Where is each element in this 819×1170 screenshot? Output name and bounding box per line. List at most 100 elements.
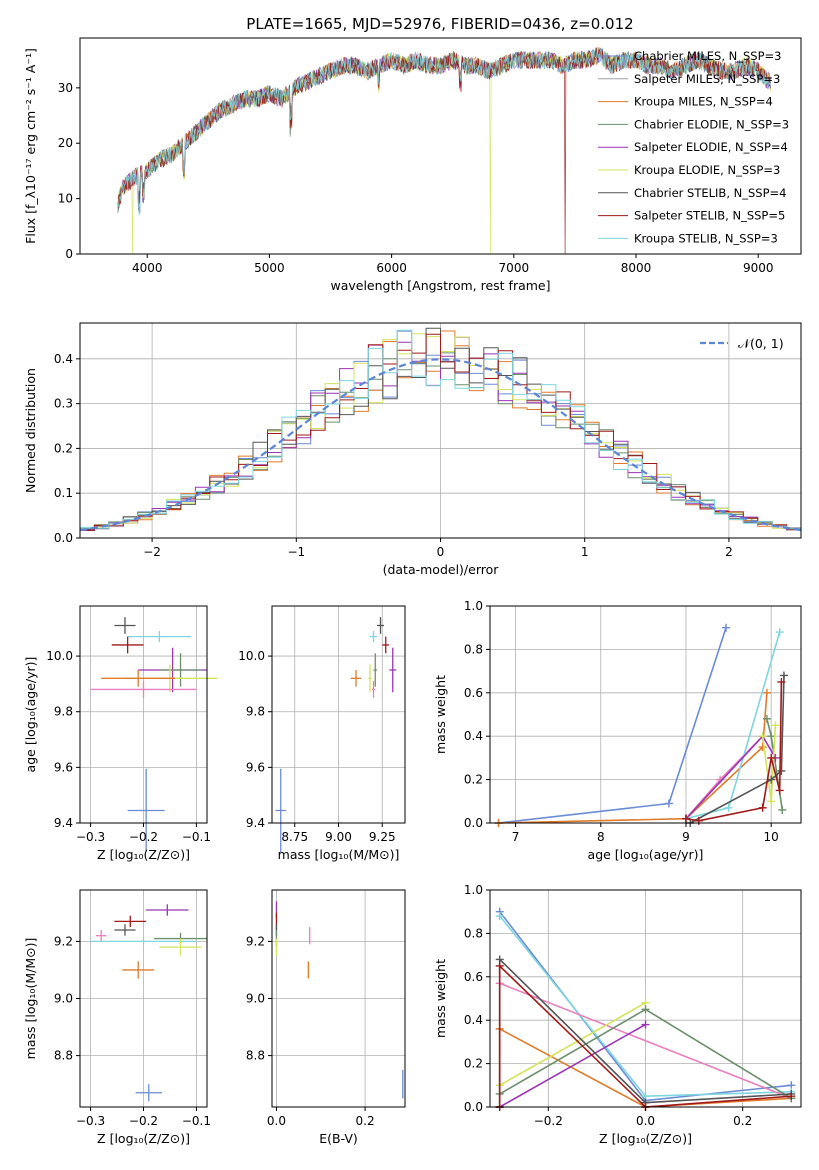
y-tick-label: 10.0: [46, 649, 73, 663]
panel-age-vs-mass: 8.75 9.00 9.25 9.4 9.6 9.8 10.0 mass [log₁₀(M/M…: [238, 605, 406, 862]
x-axis-label: (data-model)/error: [383, 562, 500, 577]
y-tick-label: 0.3: [54, 397, 73, 411]
x-tick-label: 9: [682, 830, 690, 844]
y-tick-label: 0.8: [464, 642, 483, 656]
x-tick-label: −0.1: [182, 830, 211, 844]
y-tick-label: 9.6: [246, 760, 265, 774]
y-tick-label: 20: [58, 136, 73, 150]
mass-weight-line: [498, 964, 792, 1108]
x-tick-label: 8000: [621, 261, 652, 275]
y-tick-label: 0: [65, 247, 73, 261]
mass-weight-point: [771, 721, 780, 730]
mass-weight-point: [758, 732, 767, 741]
legend-label: Chabrier MILES, N_SSP=3: [634, 49, 781, 63]
mass-weight-point: [758, 743, 767, 752]
mass-weight-line: [498, 692, 768, 824]
y-tick-label: 0.2: [54, 441, 73, 455]
y-axis-label: Normed distribution: [23, 368, 38, 493]
y-tick-label: 9.6: [54, 760, 73, 774]
gaussian-curve: [79, 358, 802, 532]
y-tick-label: 8.8: [246, 1049, 265, 1063]
panel-mass-vs-Z: −0.3 −0.2 −0.1 8.8 9.0 9.2 Z [log₁₀(Z/Z⊙)] mass…: [23, 889, 211, 1146]
y-tick-label: 9.4: [54, 816, 73, 830]
mass-weight-point: [722, 623, 731, 632]
y-tick-label: 9.0: [246, 992, 265, 1006]
mass-weight-point: [495, 961, 504, 970]
x-tick-label: 5000: [254, 261, 285, 275]
y-tick-label: 8.8: [54, 1049, 73, 1063]
x-tick-label: −0.2: [129, 830, 158, 844]
mass-weight-point: [775, 628, 784, 637]
x-tick-label: 9.25: [369, 830, 396, 844]
x-tick-label: 6000: [376, 261, 407, 275]
mass-weight-point: [641, 1005, 650, 1014]
mass-weight-point: [694, 816, 703, 825]
mass-weight-point: [762, 714, 771, 723]
y-tick-label: 9.2: [246, 934, 265, 948]
x-tick-label: −2: [143, 545, 161, 559]
mass-weight-point: [767, 753, 776, 762]
x-tick-label: 7000: [499, 261, 530, 275]
y-tick-label: 0.4: [464, 729, 483, 743]
x-tick-label: 9000: [743, 261, 774, 275]
y-tick-label: 0.6: [464, 686, 483, 700]
legend: Chabrier MILES, N_SSP=3 Salpeter MILES, N…: [598, 49, 789, 245]
x-tick-label: −0.2: [534, 1114, 563, 1128]
x-axis-label: wavelength [Angstrom, rest frame]: [330, 278, 550, 293]
y-axis-label: mass [log₁₀(M/M⊙)]: [23, 938, 38, 1060]
axes-frame: [79, 37, 802, 255]
x-axis-label: Z [log₁₀(Z/Z⊙)]: [97, 1131, 190, 1146]
mass-weight-point: [664, 799, 673, 808]
y-axis-label: mass weight: [433, 675, 448, 754]
y-axis-label: mass weight: [433, 959, 448, 1038]
y-tick-label: 1.0: [464, 883, 483, 897]
x-tick-label: 9.00: [325, 830, 352, 844]
x-tick-label: 2: [725, 545, 733, 559]
x-tick-label: 10: [764, 830, 779, 844]
legend-label: Chabrier ELODIE, N_SSP=3: [634, 117, 789, 131]
histogram-series: [80, 336, 801, 531]
x-tick-label: −0.3: [76, 830, 105, 844]
mass-weight-point: [758, 803, 767, 812]
legend-label: 𝒩(0, 1): [738, 336, 784, 351]
mass-weight-point: [767, 775, 776, 784]
mass-weight-line: [499, 1002, 646, 1086]
mass-weight-point: [779, 671, 788, 680]
figure-title: PLATE=1665, MJD=52976, FIBERID=0436, z=0…: [246, 15, 633, 33]
panel-massweight-vs-Z: −0.2 0.0 0.2 0.0 0.2 0.4 0.6 0.8 1.0 Z [log₁₀(Z/Z…: [433, 883, 802, 1146]
histogram-series: [80, 333, 801, 531]
spectrum-series-line: [117, 46, 771, 216]
x-axis-label: mass [log₁₀(M/M⊙)]: [278, 847, 400, 862]
panel-age-vs-Z: −0.3 −0.2 −0.1 9.4 9.6 9.8 10.0 Z [log₁₀(Z/Z⊙)]…: [23, 605, 218, 862]
y-tick-label: 10.0: [238, 649, 265, 663]
mass-weight-point: [641, 1020, 650, 1029]
y-tick-label: 1.0: [464, 599, 483, 613]
x-tick-label: 0: [437, 545, 445, 559]
x-tick-label: −1: [287, 545, 305, 559]
legend-label: Kroupa MILES, N_SSP=4: [634, 95, 773, 109]
mass-weight-point: [495, 912, 504, 921]
panel-spectrum: 4000 5000 6000 7000 8000 9000 0 10 20 30 wavelengt…: [23, 37, 802, 293]
legend-label: Salpeter STELIB, N_SSP=5: [634, 209, 785, 223]
mass-weight-point: [767, 797, 776, 806]
y-tick-label: 0.0: [54, 531, 73, 545]
y-tick-label: 9.8: [54, 705, 73, 719]
y-tick-label: 0.0: [464, 1100, 483, 1114]
x-axis-label: Z [log₁₀(Z/Z⊙)]: [599, 1131, 692, 1146]
legend-label: Kroupa STELIB, N_SSP=3: [634, 231, 778, 245]
y-tick-label: 10: [58, 192, 73, 206]
mass-weight-point: [775, 786, 784, 795]
y-axis-label: Flux [f_λ10⁻¹⁷ erg cm⁻² s⁻¹ A⁻¹]: [23, 48, 38, 244]
x-tick-label: 7: [512, 830, 520, 844]
mass-weight-point: [787, 1092, 796, 1101]
legend-label: Salpeter MILES, N_SSP=3: [634, 72, 780, 86]
legend-label: Chabrier STELIB, N_SSP=4: [634, 186, 786, 200]
x-tick-label: 0.2: [356, 1114, 375, 1128]
mass-weight-point: [681, 814, 690, 823]
x-tick-label: 1: [581, 545, 589, 559]
x-tick-label: 4000: [132, 261, 163, 275]
y-tick-label: 9.4: [246, 816, 265, 830]
y-axis-label: age [log₁₀(age/yr)]: [23, 657, 38, 773]
panel-residuals: −2 −1 0 1 2 0.0 0.1 0.2 0.3 0.4 (data-model)/error…: [23, 322, 802, 577]
